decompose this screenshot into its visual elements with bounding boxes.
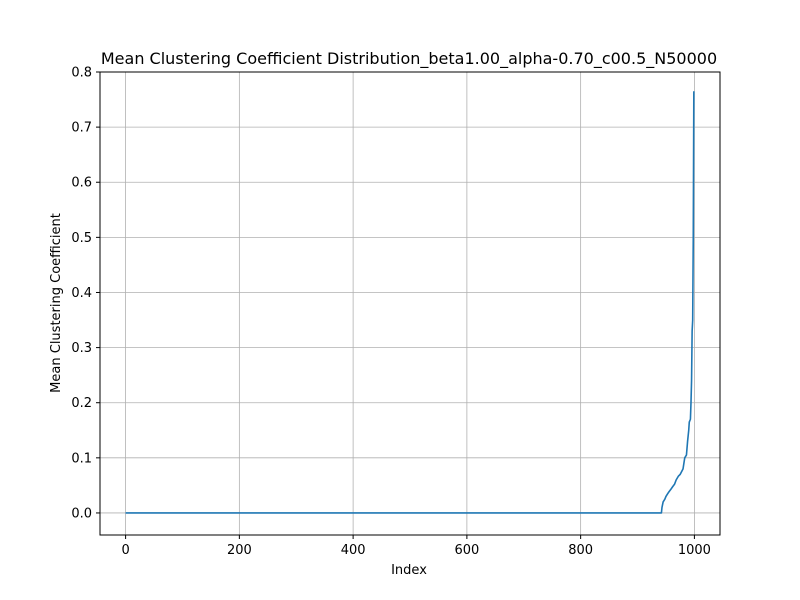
y-tick-label: 0.0 xyxy=(71,506,92,521)
x-axis-ticks: 0 200 400 600 800 1000 xyxy=(121,535,711,558)
y-tick-label: 0.5 xyxy=(71,231,92,246)
y-tick-label: 0.3 xyxy=(71,341,92,356)
chart-title: Mean Clustering Coefficient Distribution… xyxy=(101,49,717,69)
x-axis-label: Index xyxy=(391,563,427,578)
y-axis-label: Mean Clustering Coefficient xyxy=(49,213,64,393)
axes-frame xyxy=(99,71,721,536)
y-tick-label: 0.8 xyxy=(71,66,92,81)
x-tick-label: 0 xyxy=(121,543,129,558)
x-tick-label: 200 xyxy=(227,543,252,558)
series-line xyxy=(125,91,695,514)
y-tick-label: 0.1 xyxy=(71,451,92,466)
y-tick-label: 0.7 xyxy=(71,121,92,136)
x-tick-label: 1000 xyxy=(678,543,711,558)
x-tick-label: 600 xyxy=(454,543,479,558)
y-tick-label: 0.2 xyxy=(71,396,92,411)
x-tick-label: 400 xyxy=(341,543,366,558)
y-tick-label: 0.6 xyxy=(71,176,92,191)
y-axis-ticks: 0.0 0.1 0.2 0.3 0.4 0.5 0.6 0.7 0.8 xyxy=(71,66,100,521)
y-tick-label: 0.4 xyxy=(71,286,92,301)
plot-area xyxy=(125,91,695,514)
x-tick-label: 800 xyxy=(568,543,593,558)
